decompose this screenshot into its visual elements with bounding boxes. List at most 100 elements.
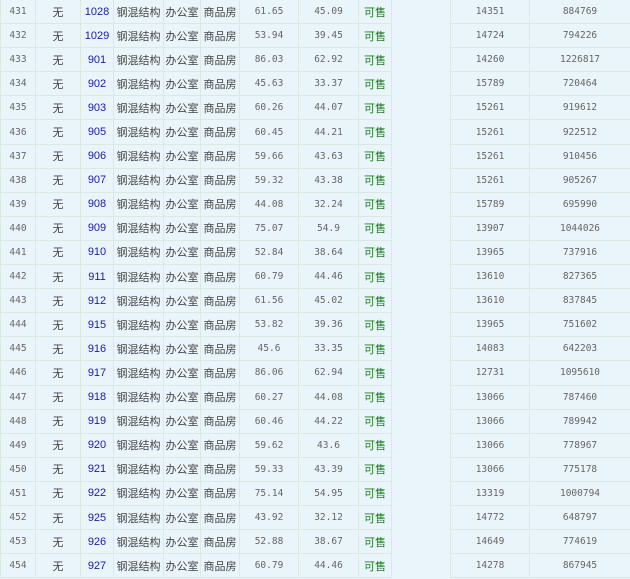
inner-area-cell: 62.92 xyxy=(298,47,359,73)
blank-cell xyxy=(391,264,451,289)
total-price-cell: 910456 xyxy=(529,143,630,169)
structure-cell: 钢混结构 xyxy=(113,95,164,121)
building-area-cell: 53.94 xyxy=(239,23,299,49)
layer-cell: 无 xyxy=(35,47,81,73)
blank-cell xyxy=(391,553,451,578)
unit-price-cell: 13066 xyxy=(450,432,530,458)
table-row: 450 无 921 钢混结构 办公室 商品房 59.33 43.39 可售 13066 775178 xyxy=(0,456,630,482)
room-number-link[interactable]: 906 xyxy=(80,143,114,169)
blank-cell xyxy=(391,192,451,217)
inner-area-cell: 39.36 xyxy=(298,312,359,338)
sale-status-cell: 可售 xyxy=(358,264,392,290)
row-number-cell: 445 xyxy=(0,336,36,362)
blank-cell xyxy=(391,409,451,434)
structure-cell: 钢混结构 xyxy=(113,456,164,482)
total-price-cell: 922512 xyxy=(529,119,630,145)
usage-cell: 办公室 xyxy=(163,23,201,49)
usage-cell: 办公室 xyxy=(163,529,201,555)
sale-status-cell: 可售 xyxy=(358,215,392,241)
room-number-link[interactable]: 926 xyxy=(80,529,114,555)
room-number-link[interactable]: 922 xyxy=(80,480,114,506)
table-row: 451 无 922 钢混结构 办公室 商品房 75.14 54.95 可售 13319 100079… xyxy=(0,480,630,506)
building-area-cell: 44.08 xyxy=(239,191,299,217)
property-type-cell: 商品房 xyxy=(200,239,240,266)
inner-area-cell: 38.64 xyxy=(298,239,359,266)
room-number-link[interactable]: 916 xyxy=(80,336,114,362)
room-number-link[interactable]: 1029 xyxy=(80,23,114,49)
row-number-cell: 452 xyxy=(0,504,36,531)
sale-status-cell: 可售 xyxy=(358,408,392,434)
building-area-cell: 52.84 xyxy=(239,239,299,266)
unit-price-cell: 13066 xyxy=(450,384,530,410)
room-number-link[interactable]: 927 xyxy=(80,553,114,579)
unit-price-cell: 14083 xyxy=(450,336,530,362)
room-number-link[interactable]: 911 xyxy=(80,264,114,290)
inner-area-cell: 45.02 xyxy=(298,288,359,314)
building-area-cell: 60.79 xyxy=(239,553,299,579)
unit-price-cell: 14278 xyxy=(450,553,530,579)
room-number-link[interactable]: 901 xyxy=(80,47,114,73)
inner-area-cell: 32.12 xyxy=(298,504,359,531)
layer-cell: 无 xyxy=(35,264,81,290)
layer-cell: 无 xyxy=(35,239,81,266)
structure-cell: 钢混结构 xyxy=(113,408,164,434)
unit-price-cell: 15789 xyxy=(450,71,530,97)
structure-cell: 钢混结构 xyxy=(113,553,164,579)
table-row: 447 无 918 钢混结构 办公室 商品房 60.27 44.08 可售 13066 787460 xyxy=(0,384,630,410)
room-number-link[interactable]: 907 xyxy=(80,167,114,193)
room-number-link[interactable]: 919 xyxy=(80,408,114,434)
property-type-cell: 商品房 xyxy=(200,456,240,482)
building-area-cell: 53.82 xyxy=(239,312,299,338)
room-number-link[interactable]: 903 xyxy=(80,95,114,121)
sale-status-cell: 可售 xyxy=(358,336,392,362)
table-row: 448 无 919 钢混结构 办公室 商品房 60.46 44.22 可售 13066 789942 xyxy=(0,408,630,434)
usage-cell: 办公室 xyxy=(163,143,201,169)
room-number-link[interactable]: 902 xyxy=(80,71,114,97)
room-number-link[interactable]: 917 xyxy=(80,360,114,386)
row-number-cell: 433 xyxy=(0,47,36,73)
sale-status-cell: 可售 xyxy=(358,384,392,410)
building-area-cell: 60.27 xyxy=(239,384,299,410)
room-number-link[interactable]: 908 xyxy=(80,191,114,217)
layer-cell: 无 xyxy=(35,336,81,362)
row-number-cell: 438 xyxy=(0,167,36,193)
property-type-cell: 商品房 xyxy=(200,360,240,386)
property-type-cell: 商品房 xyxy=(200,167,240,193)
room-number-link[interactable]: 920 xyxy=(80,432,114,458)
unit-price-cell: 14772 xyxy=(450,504,530,531)
table-row: 452 无 925 钢混结构 办公室 商品房 43.92 32.12 可售 14772 648797 xyxy=(0,504,630,531)
row-number-cell: 432 xyxy=(0,23,36,49)
room-number-link[interactable]: 912 xyxy=(80,288,114,314)
row-number-cell: 450 xyxy=(0,456,36,482)
room-number-link[interactable]: 905 xyxy=(80,119,114,145)
unit-price-cell: 13066 xyxy=(450,408,530,434)
table-row: 449 无 920 钢混结构 办公室 商品房 59.62 43.6 可售 13066 778967 xyxy=(0,432,630,458)
usage-cell: 办公室 xyxy=(163,167,201,193)
layer-cell: 无 xyxy=(35,191,81,217)
property-type-cell: 商品房 xyxy=(200,384,240,410)
table-row: 435 无 903 钢混结构 办公室 商品房 60.26 44.07 可售 15261 919612 xyxy=(0,95,630,121)
blank-cell xyxy=(391,240,451,265)
room-number-link[interactable]: 1028 xyxy=(80,0,114,25)
structure-cell: 钢混结构 xyxy=(113,360,164,386)
total-price-cell: 642203 xyxy=(529,336,630,362)
row-number-cell: 442 xyxy=(0,264,36,290)
total-price-cell: 827365 xyxy=(529,264,630,290)
room-number-link[interactable]: 910 xyxy=(80,239,114,266)
table-row: 434 无 902 钢混结构 办公室 商品房 45.63 33.37 可售 15789 720464 xyxy=(0,71,630,97)
structure-cell: 钢混结构 xyxy=(113,0,164,25)
building-area-cell: 59.66 xyxy=(239,143,299,169)
room-number-link[interactable]: 915 xyxy=(80,312,114,338)
inner-area-cell: 44.07 xyxy=(298,95,359,121)
layer-cell: 无 xyxy=(35,408,81,434)
room-number-link[interactable]: 909 xyxy=(80,215,114,241)
usage-cell: 办公室 xyxy=(163,191,201,217)
room-number-link[interactable]: 918 xyxy=(80,384,114,410)
room-number-link[interactable]: 925 xyxy=(80,504,114,531)
usage-cell: 办公室 xyxy=(163,360,201,386)
unit-price-cell: 14351 xyxy=(450,0,530,25)
room-number-link[interactable]: 921 xyxy=(80,456,114,482)
inner-area-cell: 43.39 xyxy=(298,456,359,482)
layer-cell: 无 xyxy=(35,432,81,458)
blank-cell xyxy=(391,312,451,337)
